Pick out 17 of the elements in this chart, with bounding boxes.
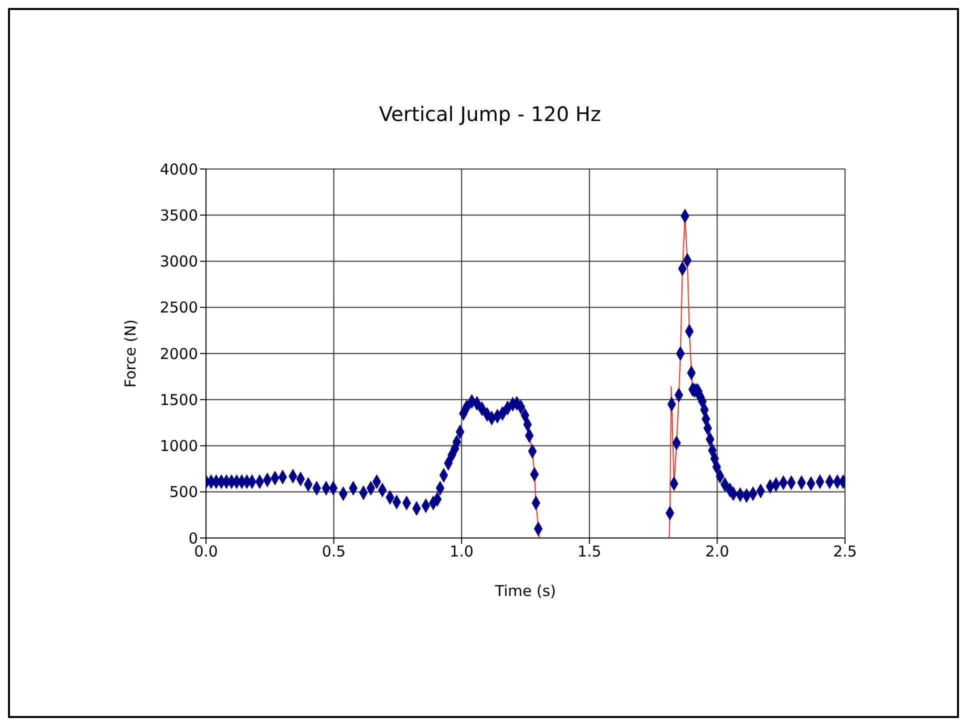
x-tick-label: 1.5 [577, 542, 602, 561]
y-tick-label: 3000 [160, 252, 198, 271]
x-axis-title: Time (s) [494, 582, 556, 600]
chart-title: Vertical Jump - 120 Hz [378, 102, 602, 126]
y-tick-label: 1500 [160, 390, 198, 409]
x-tick-label: 1.0 [450, 542, 474, 561]
y-tick-label: 2500 [160, 298, 198, 317]
x-tick-label: 0.0 [194, 542, 218, 561]
y-tick-label: 3500 [160, 206, 198, 224]
x-tick-label: 2.5 [833, 542, 857, 561]
y-tick-label: 2000 [160, 344, 198, 363]
y-tick-label: 1000 [160, 437, 198, 456]
y-axis-title: Force (N) [121, 319, 140, 388]
y-tick-label: 4000 [160, 160, 198, 178]
y-tick-label: 500 [169, 483, 198, 502]
x-tick-label: 2.0 [705, 542, 730, 561]
x-tick-label: 0.5 [322, 542, 346, 561]
